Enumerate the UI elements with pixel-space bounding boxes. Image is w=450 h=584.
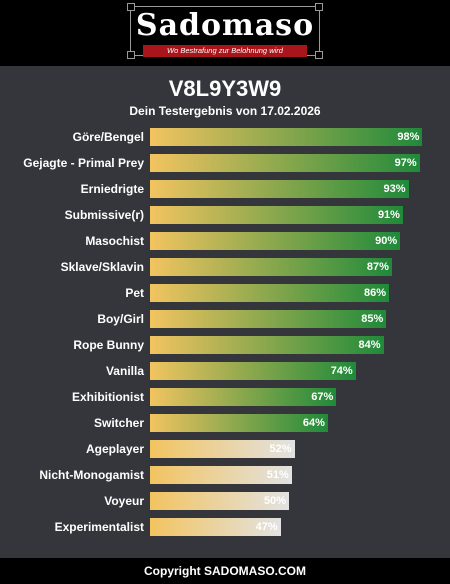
- bar: 64%: [150, 414, 328, 432]
- header: Sadomaso Wo Bestrafung zur Belohnung wir…: [0, 0, 450, 66]
- bar-label: Ageplayer: [85, 442, 144, 456]
- bar-row: Gejagte - Primal Prey 97%: [0, 154, 450, 172]
- logo-corner-ornament: [315, 51, 323, 59]
- bar-label: Gejagte - Primal Prey: [23, 156, 144, 170]
- bar-label: Masochist: [85, 234, 144, 248]
- bar: 97%: [150, 154, 420, 172]
- bar-value-label: 67%: [311, 391, 334, 403]
- bar: 67%: [150, 388, 337, 406]
- bar-value-label: 51%: [266, 469, 289, 481]
- bar-value-label: 84%: [358, 339, 381, 351]
- bar-row: Rope Bunny 84%: [0, 336, 450, 354]
- sadomaso-logo[interactable]: Sadomaso Wo Bestrafung zur Belohnung wir…: [127, 3, 323, 59]
- bar-label: Pet: [125, 286, 144, 300]
- bar-value-label: 91%: [377, 209, 400, 221]
- logo-tagline: Wo Bestrafung zur Belohnung wird: [143, 45, 307, 57]
- bar-value-label: 85%: [361, 313, 384, 325]
- result-subtitle: Dein Testergebnis von 17.02.2026: [129, 104, 321, 118]
- bar: 90%: [150, 232, 401, 250]
- bar-label: Vanilla: [105, 364, 144, 378]
- bar: 47%: [150, 518, 281, 536]
- bar: 93%: [150, 180, 409, 198]
- bar: 86%: [150, 284, 390, 302]
- bar-label: Nicht-Monogamist: [39, 468, 144, 482]
- bar: 52%: [150, 440, 295, 458]
- bar-row: Submissive(r) 91%: [0, 206, 450, 224]
- bar-row: Göre/Bengel 98%: [0, 128, 450, 146]
- bar-row: Erniedrigte 93%: [0, 180, 450, 198]
- bar-row: Vanilla 74%: [0, 362, 450, 380]
- bar: 51%: [150, 466, 292, 484]
- bar-value-label: 86%: [364, 287, 387, 299]
- bar-label: Erniedrigte: [80, 182, 144, 196]
- bar-value-label: 74%: [330, 365, 353, 377]
- bar-value-label: 52%: [269, 443, 292, 455]
- footer-copyright: Copyright SADOMASO.COM: [0, 558, 450, 584]
- bar-value-label: 93%: [383, 183, 406, 195]
- bar: 84%: [150, 336, 384, 354]
- bar-value-label: 50%: [263, 495, 286, 507]
- bar: 91%: [150, 206, 403, 224]
- bar-row: Boy/Girl 85%: [0, 310, 450, 328]
- bar-label: Boy/Girl: [97, 312, 144, 326]
- bar-label: Sklave/Sklavin: [60, 260, 144, 274]
- bar-row: Exhibitionist 67%: [0, 388, 450, 406]
- bar-value-label: 90%: [375, 235, 398, 247]
- bar-row: Experimentalist 47%: [0, 518, 450, 536]
- bar-value-label: 87%: [366, 261, 389, 273]
- bar-row: Masochist 90%: [0, 232, 450, 250]
- bar-label: Exhibitionist: [72, 390, 144, 404]
- bar-label: Rope Bunny: [73, 338, 144, 352]
- bar-label: Göre/Bengel: [72, 130, 144, 144]
- bar-row: Nicht-Monogamist 51%: [0, 466, 450, 484]
- bar-row: Pet 86%: [0, 284, 450, 302]
- result-panel: V8L9Y3W9 Dein Testergebnis von 17.02.202…: [0, 66, 450, 558]
- bar-value-label: 97%: [394, 157, 417, 169]
- logo-corner-ornament: [127, 3, 135, 11]
- bar-label: Submissive(r): [64, 208, 144, 222]
- bar-label: Switcher: [93, 416, 144, 430]
- bar: 85%: [150, 310, 387, 328]
- bar-row: Voyeur 50%: [0, 492, 450, 510]
- bar: 74%: [150, 362, 356, 380]
- logo-corner-ornament: [315, 3, 323, 11]
- bar-label: Voyeur: [104, 494, 144, 508]
- bar-row: Sklave/Sklavin 87%: [0, 258, 450, 276]
- bar-value-label: 98%: [397, 131, 420, 143]
- bar-label: Experimentalist: [54, 520, 144, 534]
- logo-corner-ornament: [127, 51, 135, 59]
- bar: 87%: [150, 258, 392, 276]
- bar: 98%: [150, 128, 423, 146]
- logo-title: Sadomaso: [135, 8, 315, 43]
- bar-row: Switcher 64%: [0, 414, 450, 432]
- bar: 50%: [150, 492, 289, 510]
- bar-value-label: 64%: [302, 417, 325, 429]
- result-title: V8L9Y3W9: [168, 76, 282, 101]
- bar-value-label: 47%: [255, 521, 278, 533]
- bar-row: Ageplayer 52%: [0, 440, 450, 458]
